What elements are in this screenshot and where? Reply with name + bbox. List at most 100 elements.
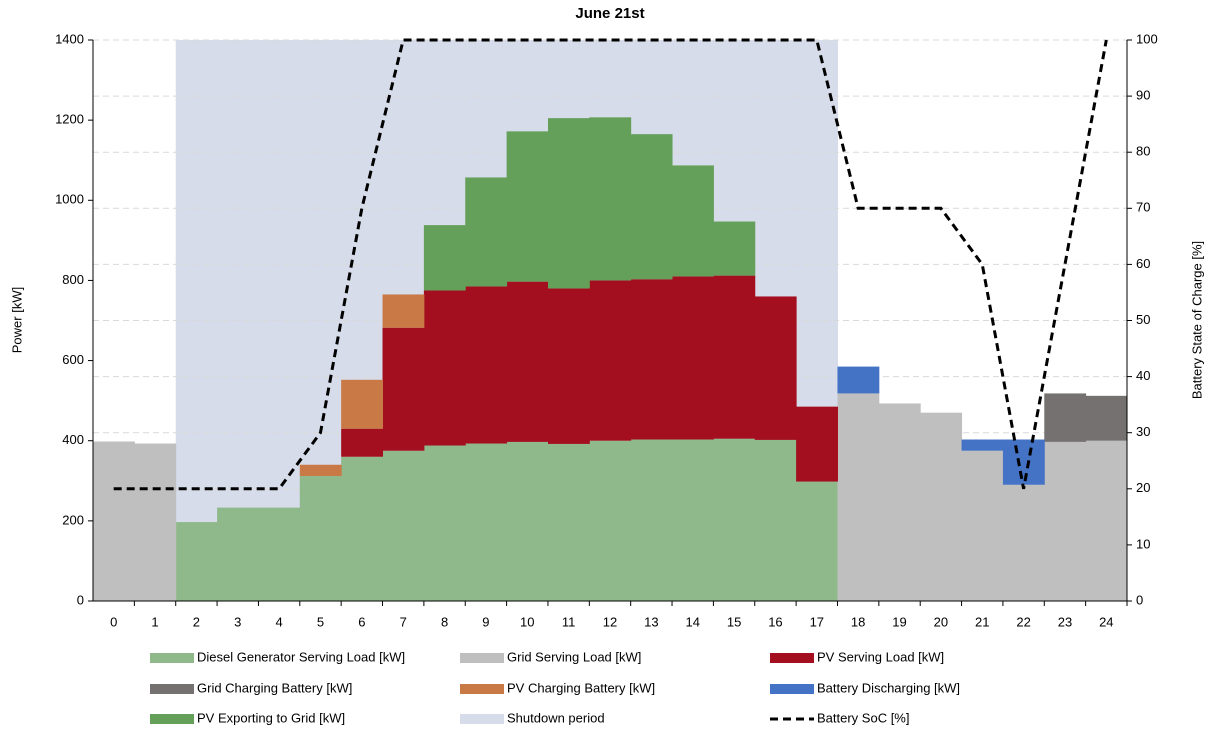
y-tick-label: 600 bbox=[62, 352, 84, 367]
bar-segment bbox=[258, 507, 301, 601]
bar-segment bbox=[506, 441, 549, 601]
x-tick-label: 23 bbox=[1058, 614, 1072, 629]
bar-segment bbox=[672, 165, 714, 277]
legend-swatch bbox=[770, 653, 814, 663]
bar-segment bbox=[134, 443, 177, 601]
bar-segment bbox=[506, 281, 549, 442]
x-tick-label: 13 bbox=[644, 614, 658, 629]
x-tick-label: 4 bbox=[276, 614, 283, 629]
legend-label: Battery Discharging [kW] bbox=[817, 680, 960, 695]
legend-swatch bbox=[150, 714, 194, 724]
bar-segment bbox=[423, 225, 466, 291]
legend-label: Grid Serving Load [kW] bbox=[507, 649, 641, 664]
x-tick-label: 5 bbox=[317, 614, 324, 629]
bar-segment bbox=[837, 393, 880, 601]
y2-tick-label: 60 bbox=[1136, 256, 1150, 271]
bar-segment bbox=[961, 439, 1004, 451]
x-tick-label: 18 bbox=[851, 614, 865, 629]
bar-segment bbox=[547, 443, 590, 601]
x-tick-label: 12 bbox=[603, 614, 617, 629]
bar-segment bbox=[961, 450, 1004, 601]
y-axis-label: Power [kW] bbox=[9, 287, 24, 353]
x-tick-label: 2 bbox=[193, 614, 200, 629]
legend-label: PV Exporting to Grid [kW] bbox=[197, 710, 345, 725]
bar-segment bbox=[465, 177, 508, 287]
bar-segment bbox=[796, 481, 838, 601]
legend-swatch bbox=[460, 714, 504, 724]
bar-segment bbox=[796, 406, 838, 482]
bar-segment bbox=[1002, 439, 1045, 485]
bar-segment bbox=[589, 280, 632, 441]
chart-title: June 21st bbox=[575, 5, 644, 22]
legend-swatch bbox=[460, 684, 504, 694]
bar-segment bbox=[382, 450, 425, 601]
bar-segment bbox=[1044, 441, 1087, 601]
y2-axis-label: Battery State of Charge [%] bbox=[1189, 241, 1204, 399]
x-tick-label: 7 bbox=[400, 614, 407, 629]
bar-segment bbox=[465, 443, 508, 601]
y2-tick-label: 30 bbox=[1136, 424, 1150, 439]
x-tick-label: 9 bbox=[482, 614, 489, 629]
y2-tick-label: 40 bbox=[1136, 368, 1150, 383]
x-tick-label: 19 bbox=[892, 614, 906, 629]
y2-tick-label: 10 bbox=[1136, 536, 1150, 551]
soc-line bbox=[113, 38, 1108, 491]
bar-segment bbox=[217, 507, 259, 601]
y2-tick-label: 0 bbox=[1136, 592, 1143, 607]
y-tick-label: 1400 bbox=[55, 31, 84, 46]
legend-swatch bbox=[150, 684, 194, 694]
legend-label: PV Serving Load [kW] bbox=[817, 649, 944, 664]
legend-label: Battery SoC [%] bbox=[817, 710, 909, 725]
y2-tick-label: 50 bbox=[1136, 312, 1150, 327]
legend-label: PV Charging Battery [kW] bbox=[507, 680, 655, 695]
y-tick-label: 1000 bbox=[55, 192, 84, 207]
x-tick-label: 21 bbox=[975, 614, 989, 629]
bar-segment bbox=[382, 294, 425, 328]
bar-segment bbox=[672, 439, 714, 601]
bar-segment bbox=[1002, 484, 1045, 601]
y-tick-label: 0 bbox=[77, 592, 84, 607]
y-tick-label: 1200 bbox=[55, 112, 84, 127]
y-tick-label: 200 bbox=[62, 512, 84, 527]
x-tick-label: 14 bbox=[685, 614, 699, 629]
x-tick-label: 0 bbox=[110, 614, 117, 629]
x-tick-label: 6 bbox=[358, 614, 365, 629]
bar-segment bbox=[506, 131, 549, 282]
bar-segment bbox=[713, 275, 756, 439]
legend-label: Diesel Generator Serving Load [kW] bbox=[197, 649, 405, 664]
x-tick-label: 3 bbox=[234, 614, 241, 629]
y-tick-label: 800 bbox=[62, 272, 84, 287]
bar-segment bbox=[713, 438, 756, 601]
x-tick-label: 16 bbox=[768, 614, 782, 629]
bar-segment bbox=[465, 286, 508, 444]
bar-segment bbox=[1085, 440, 1128, 601]
bar-segment bbox=[630, 134, 673, 280]
x-tick-label: 17 bbox=[810, 614, 824, 629]
bar-segment bbox=[1044, 393, 1087, 442]
bar-layer bbox=[93, 117, 1128, 601]
y2-tick-label: 20 bbox=[1136, 480, 1150, 495]
y2-tick-label: 80 bbox=[1136, 144, 1150, 159]
legend-label: Shutdown period bbox=[507, 710, 605, 725]
bar-segment bbox=[382, 327, 425, 451]
x-tick-label: 20 bbox=[934, 614, 948, 629]
bar-segment bbox=[93, 441, 135, 601]
bar-segment bbox=[837, 366, 880, 394]
bar-segment bbox=[754, 296, 797, 440]
bar-segment bbox=[423, 445, 466, 601]
bar-segment bbox=[299, 464, 342, 476]
bar-segment bbox=[630, 439, 673, 601]
x-tick-label: 8 bbox=[441, 614, 448, 629]
x-tick-label: 22 bbox=[1016, 614, 1030, 629]
legend-swatch bbox=[150, 653, 194, 663]
x-tick-label: 15 bbox=[727, 614, 741, 629]
bar-segment bbox=[423, 290, 466, 446]
bar-segment bbox=[547, 288, 590, 444]
bar-segment bbox=[672, 276, 714, 440]
bar-segment bbox=[589, 440, 632, 601]
y-tick-label: 400 bbox=[62, 432, 84, 447]
x-tick-label: 24 bbox=[1099, 614, 1113, 629]
y2-tick-label: 90 bbox=[1136, 88, 1150, 103]
legend-swatch bbox=[770, 684, 814, 694]
